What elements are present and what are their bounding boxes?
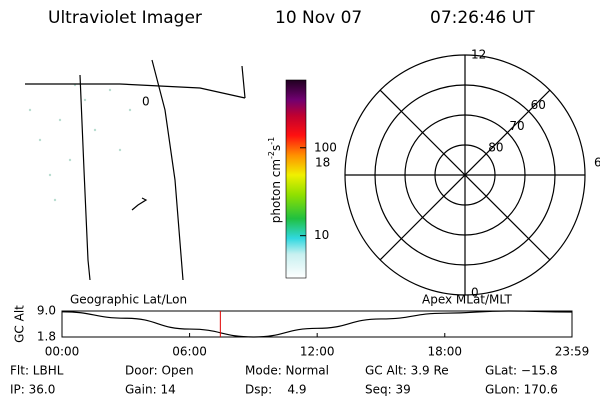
mlt-label: 6	[594, 156, 600, 170]
time: 07:26:46 UT	[430, 8, 535, 28]
y-label: GC Alt	[13, 305, 27, 343]
x-tick-label: 18:00	[427, 345, 462, 359]
lat-label: 70	[509, 119, 524, 133]
status-field: GLon: 170.6	[485, 383, 558, 397]
status-footer: Flt: LBHL Door: Open Mode: Normal GC Alt: 3…	[10, 364, 558, 397]
panel-title: Geographic Lat/Lon	[70, 293, 187, 307]
label-part: -2	[267, 151, 276, 159]
tick-label: 100	[314, 140, 337, 154]
x-tick-label: 23:59	[555, 345, 590, 359]
altitude-line	[61, 310, 573, 338]
y-tick-label: 9.0	[37, 304, 56, 318]
date: 10 Nov 07	[275, 8, 362, 28]
tick-label: 10	[314, 228, 329, 242]
status-field: GLat: −15.8	[485, 364, 558, 378]
altitude-plot: Geographic Lat/Lon Apex MLat/MLT GC Alt 9.0…	[13, 293, 590, 359]
x-tick-label: 12:00	[300, 345, 335, 359]
label-part: -1	[267, 137, 276, 145]
colorbar-ticks: 10 100	[300, 140, 337, 242]
lat-label: 80	[488, 140, 503, 154]
mlt-label: 18	[315, 156, 330, 170]
panel-title: Apex MLat/MLT	[422, 293, 512, 307]
map: 0	[25, 59, 246, 281]
colorbar	[285, 79, 307, 279]
mlt-label: 0	[471, 286, 479, 300]
status-field: IP: 36.0	[10, 383, 55, 397]
status-field: Dsp: 4.9	[245, 383, 307, 397]
mlt-line	[379, 89, 551, 261]
status-field: Seq: 39	[365, 383, 411, 397]
instrument: Ultraviolet Imager	[48, 8, 202, 28]
label-part: s	[269, 145, 283, 151]
colorbar-label: photon cm-2s-1	[267, 137, 283, 224]
status-field: Mode: Normal	[245, 364, 329, 378]
status-field: GC Alt: 3.9 Re	[365, 364, 449, 378]
x-tick-label: 00:00	[45, 345, 80, 359]
map-marker: 0	[142, 95, 150, 109]
mlt-label: 12	[471, 48, 486, 62]
label-part: photon cm	[269, 159, 283, 223]
x-tick-label: 06:00	[172, 345, 207, 359]
status-field: Flt: LBHL	[10, 364, 64, 378]
y-tick-label: 1.8	[37, 330, 56, 344]
status-field: Gain: 14	[125, 383, 176, 397]
lat-label: 60	[531, 98, 546, 112]
status-field: Door: Open	[125, 364, 194, 378]
